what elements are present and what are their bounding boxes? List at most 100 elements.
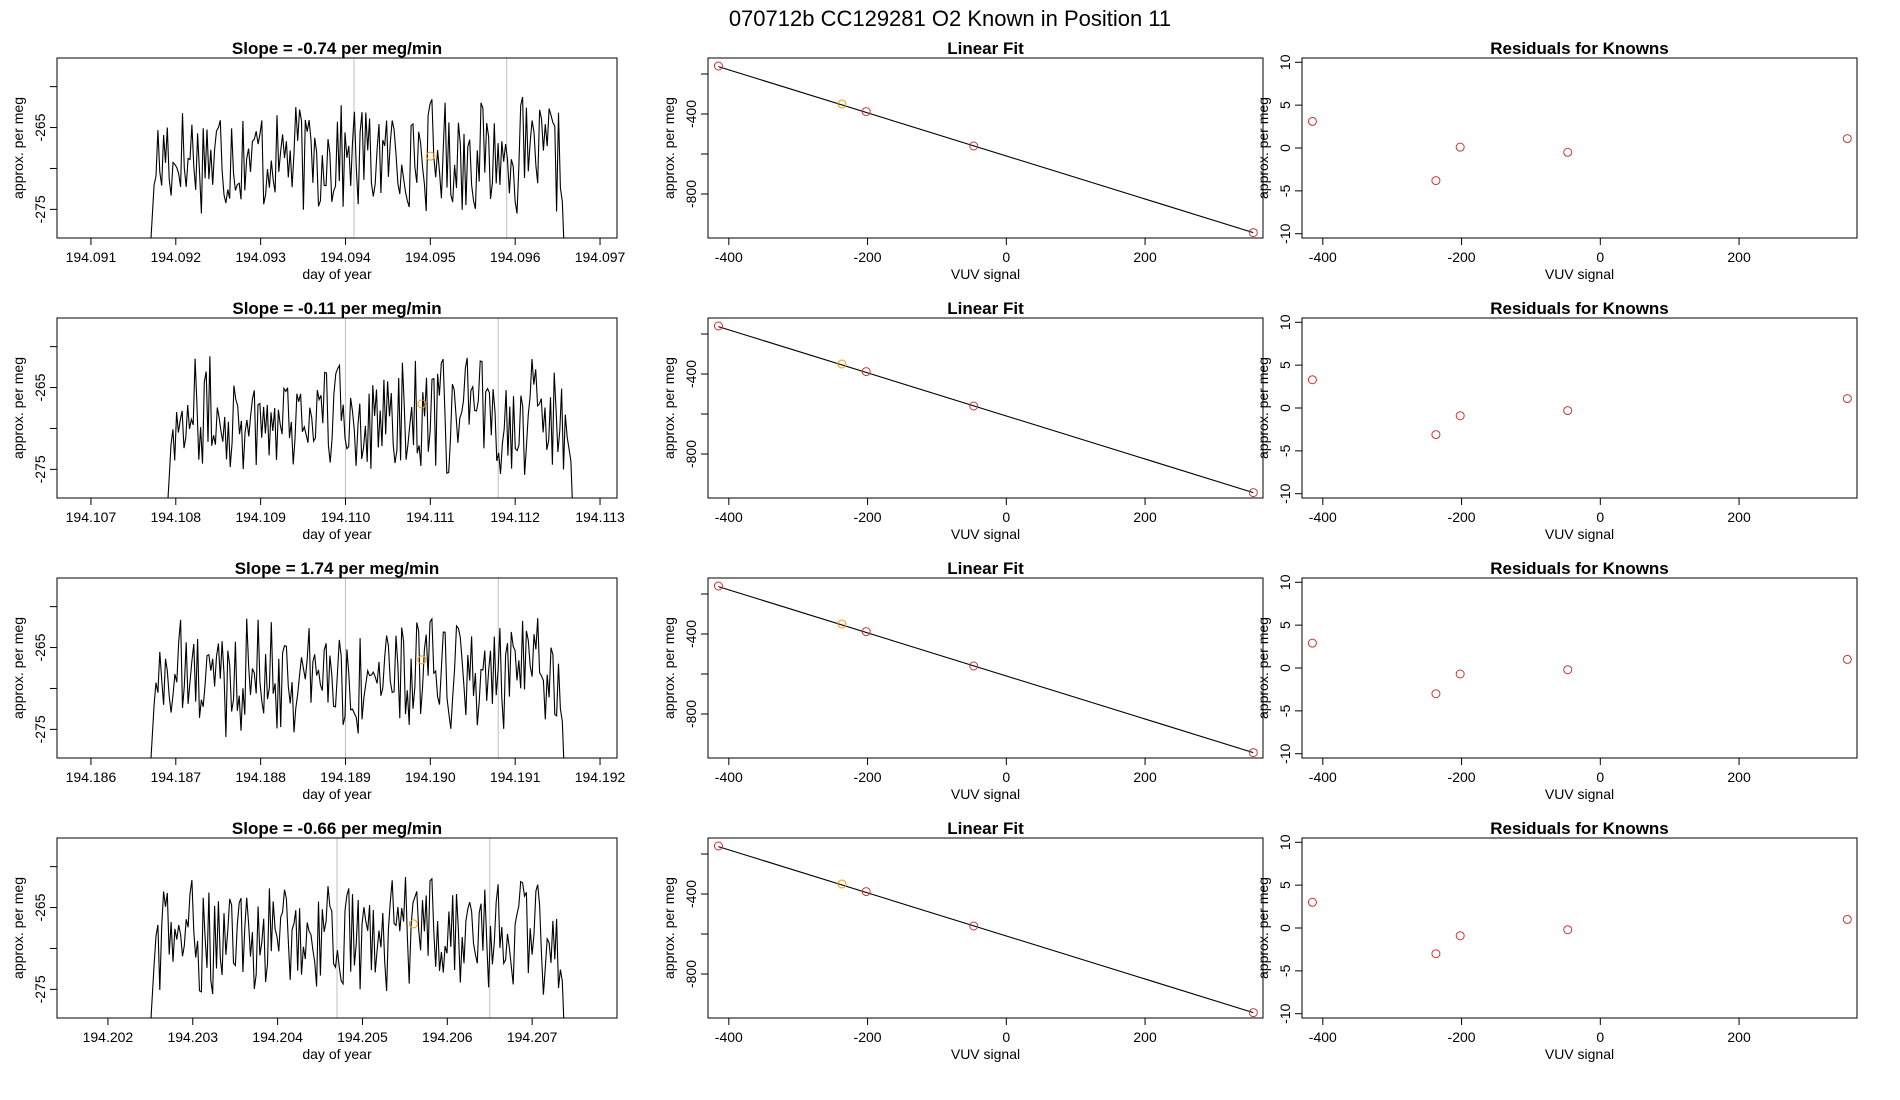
fit-line	[718, 326, 1254, 494]
plot-frame	[707, 837, 1264, 1019]
x-tick-label: 194.113	[575, 509, 625, 525]
y-tick-label: 0	[1277, 404, 1293, 412]
x-tick-label: -400	[1309, 509, 1337, 525]
x-tick-label: 0	[1002, 769, 1010, 785]
data-point	[1248, 228, 1258, 238]
x-tick-label: 194.110	[321, 509, 371, 525]
x-tick-label: 194.207	[507, 1029, 558, 1045]
x-tick-label: 200	[1727, 509, 1751, 525]
x-tick-label: 194.188	[235, 769, 286, 785]
panel-title: Residuals for Knowns	[1490, 559, 1669, 578]
x-tick-label: 194.187	[150, 769, 201, 785]
panel-title: Residuals for Knowns	[1490, 39, 1669, 58]
y-tick-label: 0	[1277, 664, 1293, 672]
x-tick-label: 200	[1727, 249, 1751, 265]
y-tick-label: 5	[1277, 621, 1293, 629]
plot-frame	[1301, 577, 1858, 759]
y-tick-label: 10	[1277, 314, 1293, 330]
y-tick-label: -800	[683, 700, 699, 728]
y-axis-label: approx. per meg	[1255, 357, 1271, 459]
data-point	[713, 321, 723, 331]
x-tick-label: -400	[715, 1029, 743, 1045]
x-tick-label: 194.111	[406, 509, 455, 525]
panel-row1-col3: Residuals for Knowns -400 -200 0 200 VUV sign…	[1255, 39, 1858, 282]
panel-title: Residuals for Knowns	[1490, 299, 1669, 318]
x-tick-label: 194.190	[405, 769, 456, 785]
data-point	[1431, 176, 1441, 186]
data-point	[1842, 394, 1852, 404]
panel-row4-col2: Linear Fit -400 -200 0 200 VUV signal -800 -400…	[661, 819, 1264, 1062]
panel-title: Linear Fit	[947, 39, 1024, 58]
x-tick-label: 200	[1727, 1029, 1751, 1045]
data-point	[1307, 638, 1317, 648]
x-tick-label: 194.096	[490, 249, 541, 265]
data-point	[969, 401, 979, 411]
panel-row2-col1: Slope = -0.11 per meg/min 194.107 194.108 1…	[10, 299, 625, 542]
x-tick-label: -400	[715, 769, 743, 785]
plot-frame	[56, 577, 618, 759]
panel-title: Linear Fit	[947, 819, 1024, 838]
y-tick-label: -800	[683, 440, 699, 468]
data-point	[1842, 654, 1852, 664]
y-axis-label: approx. per meg	[10, 617, 26, 719]
y-axis-label: approx. per meg	[661, 357, 677, 459]
highlight-point	[837, 359, 847, 369]
plot-frame	[56, 57, 618, 239]
panel-row2-col3: Residuals for Knowns -400 -200 0 200 VUV sign…	[1255, 299, 1858, 542]
data-point	[713, 581, 723, 591]
panel-row3-col2: Linear Fit -400 -200 0 200 VUV signal -800 -400…	[661, 559, 1264, 802]
data-point	[1563, 665, 1573, 675]
y-axis-label: approx. per meg	[1255, 877, 1271, 979]
y-tick-label: 5	[1277, 101, 1293, 109]
data-point	[1563, 147, 1573, 157]
x-axis-label: VUV signal	[1545, 266, 1614, 282]
y-axis-label: approx. per meg	[1255, 617, 1271, 719]
x-tick-label: 194.206	[422, 1029, 473, 1045]
data-point	[1455, 931, 1465, 941]
x-tick-label: -200	[1448, 249, 1476, 265]
x-axis-label: VUV signal	[951, 526, 1020, 542]
data-point	[969, 661, 979, 671]
highlight-point	[425, 151, 435, 161]
x-tick-label: 0	[1002, 249, 1010, 265]
x-tick-label: -200	[854, 769, 882, 785]
x-axis-label: VUV signal	[951, 1046, 1020, 1062]
y-axis-label: approx. per meg	[1255, 97, 1271, 199]
data-point	[1431, 689, 1441, 699]
y-axis-label: approx. per meg	[10, 357, 26, 459]
y-tick-label: -10	[1277, 223, 1293, 243]
plot-frame	[1301, 57, 1858, 239]
x-tick-label: -200	[854, 249, 882, 265]
x-tick-label: 194.093	[235, 249, 286, 265]
x-tick-label: 194.095	[405, 249, 456, 265]
panel-row1-col2: Linear Fit -400 -200 0 200 VUV signal -800 -400…	[661, 39, 1264, 282]
y-tick-label: -5	[1277, 704, 1293, 717]
x-tick-label: 194.109	[235, 509, 286, 525]
data-point	[1455, 411, 1465, 421]
y-tick-label: -400	[683, 880, 699, 908]
x-tick-label: 200	[1133, 509, 1157, 525]
y-tick-label: -400	[683, 620, 699, 648]
highlight-point	[837, 619, 847, 629]
y-axis-label: approx. per meg	[10, 97, 26, 199]
data-point	[861, 367, 871, 377]
figure-title: 070712b CC129281 O2 Known in Position 11	[729, 6, 1171, 31]
y-tick-label: 10	[1277, 834, 1293, 850]
panel-row3-col3: Residuals for Knowns -400 -200 0 200 VUV sign…	[1255, 559, 1858, 802]
y-tick-label: -275	[32, 455, 48, 483]
y-axis-label: approx. per meg	[10, 877, 26, 979]
x-tick-label: -400	[715, 249, 743, 265]
series-trace	[167, 356, 573, 498]
series-trace	[150, 617, 565, 758]
y-tick-label: -265	[32, 113, 48, 141]
data-point	[1307, 116, 1317, 126]
x-tick-label: -400	[1309, 1029, 1337, 1045]
x-tick-label: 194.186	[66, 769, 117, 785]
x-tick-label: 194.202	[83, 1029, 134, 1045]
y-tick-label: -275	[32, 715, 48, 743]
data-point	[1307, 897, 1317, 907]
highlight-point	[837, 99, 847, 109]
fit-line	[718, 66, 1254, 234]
x-tick-label: 194.192	[575, 769, 626, 785]
data-point	[1842, 914, 1852, 924]
